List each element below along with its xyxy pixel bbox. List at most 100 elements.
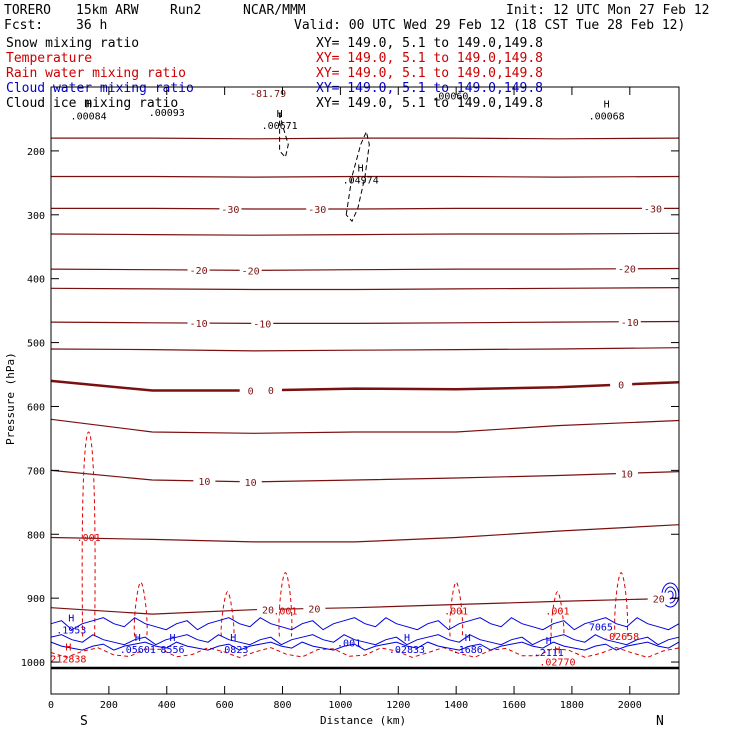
extremum-marker: H	[230, 633, 236, 644]
isotherm-label: 0	[618, 381, 624, 392]
x-tick-label: 1200	[386, 700, 410, 711]
isotherm-line	[51, 137, 680, 140]
cloudwater-contour	[50, 641, 680, 651]
extremum-value: .02658	[603, 632, 639, 643]
legend-cloudwater-xy: XY= 149.0, 5.1 to 149.0,149.8	[316, 81, 543, 96]
extremum-value: .1686	[453, 645, 483, 656]
cloudwater-contours	[50, 582, 680, 651]
isotherm-label-bg	[187, 264, 210, 277]
isotherm-label-bg	[641, 202, 664, 215]
init-time: Init: 12 UTC Mon 27 Feb 12	[506, 3, 710, 18]
legend-cloudice: Cloud ice mixing ratio	[6, 96, 178, 111]
y-tick-label: 400	[27, 275, 45, 286]
extremum-value: .00671	[262, 121, 298, 132]
header: TORERO 15km ARW Run2 NCAR/MMM Init: 12 U…	[4, 3, 710, 33]
isotherm-line	[50, 232, 680, 236]
extremum-value: .00084	[71, 111, 107, 122]
isotherm-label: -30	[221, 205, 239, 216]
cloudwater-contour	[50, 634, 680, 646]
isotherm-line	[50, 267, 680, 272]
forecast-label: Fcst:	[4, 18, 43, 33]
isotherm-label-bg	[239, 264, 262, 277]
x-tick-label: 1000	[328, 700, 352, 711]
ice-contours	[279, 112, 370, 223]
extremum-marker: H	[170, 633, 176, 644]
y-tick-label: 800	[27, 530, 45, 541]
model-name: TORERO	[4, 3, 51, 18]
extremum-marker: H	[65, 642, 71, 653]
isotherm-label: -20	[242, 266, 260, 277]
isotherm-label-bg	[193, 474, 216, 487]
extremum-marker: H	[554, 646, 560, 657]
y-tick-label: 600	[27, 402, 45, 413]
x-tick-label: 0	[48, 700, 54, 711]
y-tick-label: 500	[27, 339, 45, 350]
extremum-value: .001	[444, 607, 468, 618]
y-tick-label: 900	[27, 594, 45, 605]
legend-snow: Snow mixing ratio	[6, 36, 139, 51]
legend: Snow mixing ratio XY= 149.0, 5.1 to 149.…	[6, 36, 543, 111]
forecast-hours: 36 h	[76, 18, 107, 33]
extremum-value: -81.79	[250, 89, 286, 100]
legend-temperature: Temperature	[6, 51, 92, 66]
extremum-marker: H	[68, 614, 74, 625]
legend-rain-xy: XY= 149.0, 5.1 to 149.0,149.8	[316, 66, 543, 81]
x-tick-label: 1600	[502, 700, 526, 711]
x-tick-label: 800	[273, 700, 291, 711]
extremum-value: .00068	[589, 111, 625, 122]
plot-frame	[50, 86, 680, 695]
rain-contour	[449, 581, 464, 637]
extremum-marker: H	[465, 633, 471, 644]
resolution: 15km ARW	[76, 3, 139, 18]
isotherm-label-bg	[251, 317, 274, 330]
isotherm-label-bg	[610, 378, 633, 391]
isotherm-label-bg	[615, 262, 638, 275]
isotherm-label: 20	[653, 595, 665, 606]
isotherm-label-bg	[647, 592, 670, 605]
isotherm-line	[50, 418, 680, 434]
ice-contour	[279, 112, 289, 159]
isotherm-label: -10	[253, 319, 271, 330]
extremum-value: .00060	[432, 92, 468, 103]
contour-labels: -30 -30 -30 -20 -20 -20 -10 -10 -10 0 0 0 10 10 10 20 20…	[187, 202, 670, 616]
isotherm-label: 0	[248, 387, 254, 398]
extremum-marker: H	[135, 633, 141, 644]
y-tick-label: 1000	[21, 658, 45, 669]
isotherm-label: 0	[268, 386, 274, 397]
legend-cloudwater: Cloud water mixing ratio	[6, 81, 194, 96]
extremum-value: .02833	[389, 645, 425, 656]
isotherm-label-bg	[257, 603, 280, 616]
rain-contour	[614, 572, 629, 637]
x-axis-title: Distance (km)	[320, 714, 406, 727]
x-tick-label: 1800	[560, 700, 584, 711]
isotherm-label-bg	[259, 384, 282, 397]
isotherm-label: 10	[621, 469, 633, 480]
extremum-value: .001	[77, 533, 101, 544]
y-tick-label: 700	[27, 466, 45, 477]
extremum-marker: H	[404, 633, 410, 644]
extremum-value: .1953	[56, 626, 86, 637]
isotherm-label: -10	[190, 319, 208, 330]
x-end-label-north: N	[656, 714, 664, 729]
x-tick-label: 600	[216, 700, 234, 711]
isotherm-label: -20	[618, 265, 636, 276]
rain-contour	[278, 572, 293, 637]
extremum-value: .00093	[149, 108, 185, 119]
isotherms	[50, 137, 680, 615]
extremum-value: .001	[337, 638, 361, 649]
cloudwater-contour	[50, 617, 680, 631]
isotherm-label: 10	[198, 477, 210, 488]
rain-contours	[50, 431, 680, 659]
isotherm-label: 20	[308, 605, 320, 616]
isotherm-line	[50, 320, 680, 324]
rain-contour	[550, 591, 565, 637]
isotherm-line	[50, 597, 680, 615]
isotherm-label: -30	[308, 205, 326, 216]
isotherm-label-bg	[615, 467, 638, 480]
isotherm-line	[50, 379, 680, 392]
org-label: NCAR/MMM	[243, 3, 306, 18]
x-end-label-south: S	[80, 714, 88, 729]
ice-contour	[345, 130, 370, 223]
isotherm-label-bg	[306, 203, 329, 216]
